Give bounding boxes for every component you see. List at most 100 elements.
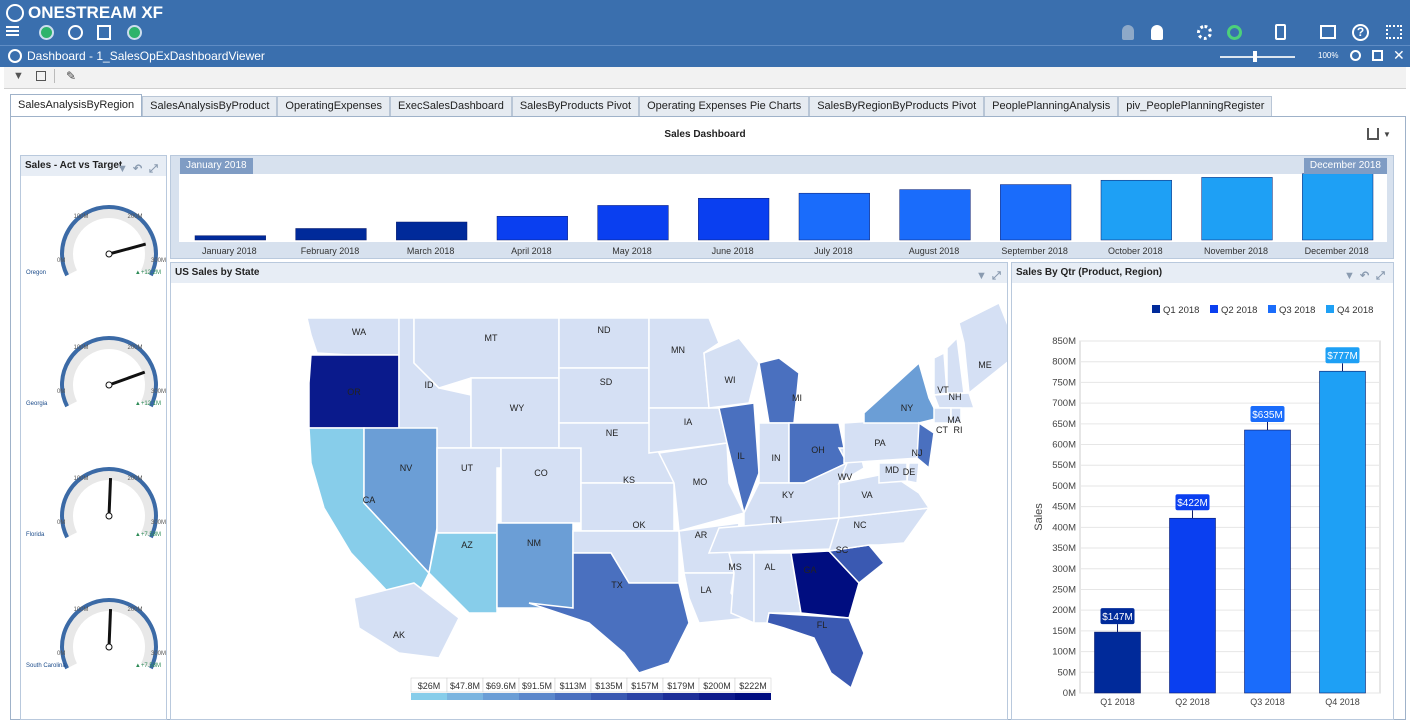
filter-icon[interactable]: ▼ <box>117 163 128 175</box>
tab-execsalesdashboard[interactable]: ExecSalesDashboard <box>390 96 512 116</box>
user-logoff-icon[interactable] <box>1151 25 1163 40</box>
state-label-me: ME <box>978 360 992 370</box>
gauge-min-label: 0M <box>57 651 65 657</box>
filter-icon[interactable]: ▼ <box>1344 270 1355 282</box>
y-tick-label: 700M <box>1052 398 1076 409</box>
legend-value: $179M <box>667 681 695 691</box>
tab-salesanalysisbyproduct[interactable]: SalesAnalysisByProduct <box>142 96 278 116</box>
state-label-ut: UT <box>461 463 473 473</box>
globe-icon[interactable] <box>68 25 83 40</box>
y-tick-label: 450M <box>1052 502 1076 513</box>
state-label-co: CO <box>534 468 548 478</box>
state-label-nd: ND <box>598 325 611 335</box>
timeline-bg <box>179 186 1387 242</box>
state-il <box>718 402 760 516</box>
tab-operating-expenses-pie-charts[interactable]: Operating Expenses Pie Charts <box>639 96 810 116</box>
timeline-end-label[interactable]: December 2018 <box>1303 158 1387 174</box>
state-label-nc: NC <box>854 520 867 530</box>
tab-salesanalysisbyregion[interactable]: SalesAnalysisByRegion <box>10 94 143 116</box>
state-label-tn: TN <box>770 515 782 525</box>
legend-cell <box>734 677 772 693</box>
zoom-slider[interactable] <box>1220 56 1295 58</box>
gauge-max-label: 300M <box>151 258 166 264</box>
state-fl <box>766 612 865 690</box>
gauge-hub <box>105 381 113 389</box>
task-activity-icon[interactable] <box>1197 25 1212 40</box>
legend-value: $69.6M <box>486 681 516 691</box>
zoom-slider-thumb[interactable] <box>1253 51 1257 62</box>
settings-icon[interactable] <box>1386 25 1402 39</box>
timeline-start-label[interactable]: January 2018 <box>180 158 253 174</box>
filter-icon[interactable]: ▼ <box>13 70 24 82</box>
undo-icon[interactable]: ↶ <box>1360 270 1370 282</box>
state-label-ne: NE <box>606 428 619 438</box>
timeline-month-label: March 2018 <box>407 246 455 256</box>
hamburger-menu-icon[interactable] <box>6 26 19 36</box>
chevron-down-icon[interactable]: ▼ <box>1383 130 1391 139</box>
help-icon[interactable]: ? <box>1352 24 1369 41</box>
state-ny <box>863 361 941 424</box>
timeline-month-label: August 2018 <box>909 246 960 256</box>
gauge-list: 0M 100M 200M 300M Oregon ▲+12.2M 0M 100M 200M 300… <box>26 205 166 670</box>
tab-operatingexpenses[interactable]: OperatingExpenses <box>277 96 391 116</box>
us-sales-map[interactable]: WA OR CA ID NV MT WY UT AZ CO NM ND SD NE KS OK TX MN IA MO… <box>171 283 1007 719</box>
tab-salesbyregionbyproducts-pivot[interactable]: SalesByRegionByProducts Pivot <box>809 96 985 116</box>
timeline-chart[interactable]: January 2018 February 2018 March 2018 April… <box>171 156 1393 258</box>
dashboard-title: Sales Dashboard <box>664 129 746 140</box>
state-label-nv: NV <box>400 463 413 473</box>
popout-icon[interactable] <box>1372 50 1383 61</box>
documents-icon[interactable] <box>97 25 111 40</box>
filter-icon[interactable]: ▼ <box>976 270 987 282</box>
state-label-id: ID <box>425 380 435 390</box>
gauge-arc <box>60 205 158 277</box>
clipboard-icon[interactable] <box>1275 24 1286 40</box>
gauge-arc <box>60 336 158 408</box>
sync-icon[interactable] <box>1227 25 1242 40</box>
undo-icon[interactable]: ↶ <box>133 163 143 175</box>
y-tick-label: 850M <box>1052 336 1076 347</box>
legend-swatch <box>411 693 447 700</box>
state-label-wi: WI <box>725 375 736 385</box>
gauge-delta: ▲+12.2M <box>135 270 161 276</box>
gauge-high-label: 200M <box>127 345 142 351</box>
state-label-ma: MA <box>947 415 961 425</box>
task-list-icon[interactable] <box>1320 25 1336 39</box>
legend-swatch <box>519 693 555 700</box>
edit-pencil-icon[interactable]: ✎ <box>66 69 77 83</box>
grid-view-icon[interactable] <box>36 71 46 81</box>
y-tick-label: 200M <box>1052 605 1076 616</box>
y-tick-label: 50M <box>1058 667 1077 678</box>
gauge-mid-label: 100M <box>73 345 88 351</box>
gauge-high-label: 200M <box>127 214 142 220</box>
gauge-max-label: 300M <box>151 651 166 657</box>
state-label-ok: OK <box>632 520 645 530</box>
maximize-icon[interactable]: ⤢ <box>149 163 158 175</box>
maximize-icon[interactable]: ⤢ <box>992 270 1001 282</box>
onestream-logo-icon <box>6 4 24 22</box>
close-icon[interactable]: ✕ <box>1393 47 1405 63</box>
tab-salesbyproducts-pivot[interactable]: SalesByProducts Pivot <box>511 96 640 116</box>
pin-icon[interactable] <box>1350 50 1361 61</box>
y-tick-label: 300M <box>1052 564 1076 575</box>
sales-by-qtr-chart[interactable]: Q1 2018 Q2 2018 Q3 2018 Q4 2018 0M 50M 100M 150… <box>1012 283 1393 719</box>
state-label-md: MD <box>885 465 899 475</box>
y-tick-label: 350M <box>1052 543 1076 554</box>
data-label-box <box>1100 608 1135 625</box>
zoom-level: 100% <box>1318 51 1339 60</box>
tab-piv-peopleplanningregister[interactable]: piv_PeoplePlanningRegister <box>1118 96 1273 116</box>
gauge-hub <box>105 512 113 520</box>
state-ut <box>436 447 502 534</box>
qtr-panel-title-text: Sales By Qtr (Product, Region) <box>1016 267 1163 278</box>
tab-peopleplanninganalysis[interactable]: PeoplePlanningAnalysis <box>984 96 1119 116</box>
maximize-icon[interactable]: ⤢ <box>1376 270 1385 282</box>
state-az <box>428 532 498 614</box>
home-icon[interactable] <box>39 25 54 40</box>
state-label-mn: MN <box>671 345 685 355</box>
refresh-icon[interactable] <box>127 25 142 40</box>
timeline-panel: January 2018 February 2018 March 2018 April… <box>170 155 1394 259</box>
state-me <box>958 301 1007 395</box>
timeline-bar <box>194 235 266 241</box>
y-tick-label: 500M <box>1052 481 1076 492</box>
export-icon[interactable] <box>1367 128 1379 140</box>
user-icon[interactable] <box>1122 25 1134 40</box>
